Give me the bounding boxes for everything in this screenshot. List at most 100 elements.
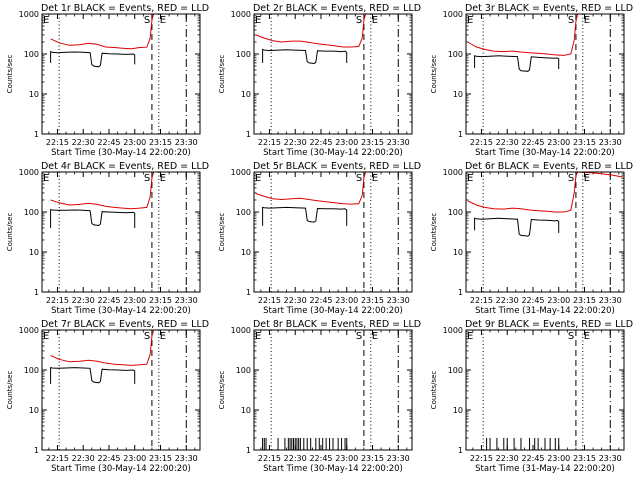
x-axis-label: Start Time (31-May-14 22:00:20)	[475, 464, 615, 474]
y-axis-label: Counts/sec	[218, 55, 226, 94]
y-tick-label: 1000	[443, 168, 463, 177]
y-tick-label: 1000	[19, 168, 39, 177]
chart-panel-5: Det 5r BLACK = Events, RED = LLD Counts/s…	[218, 161, 421, 316]
series-line-lld	[255, 14, 367, 48]
series-group	[467, 14, 579, 72]
series-group	[255, 172, 367, 226]
x-tick-label: 22:45	[97, 138, 120, 147]
x-axis-label: Start Time (31-May-14 22:00:20)	[475, 306, 615, 316]
event-marker-label: E	[467, 331, 473, 342]
x-tick-label: 22:15	[258, 454, 281, 463]
series-line-lld	[467, 172, 623, 213]
chart-title: Det 4r BLACK = Events, RED = LLD	[41, 161, 209, 172]
x-tick-label: 22:30	[72, 454, 95, 463]
y-axis-label: Counts/sec	[6, 213, 14, 252]
event-marker-label: S	[144, 173, 150, 184]
series-line-lld	[50, 172, 155, 210]
y-axis-label: Counts/sec	[218, 213, 226, 252]
event-marker-label: S	[356, 15, 362, 26]
plot-frame	[253, 171, 413, 293]
x-tick-label: 22:15	[258, 296, 281, 305]
y-axis-label: Counts/sec	[430, 213, 438, 252]
y-tick-label: 1000	[231, 326, 251, 335]
y-tick-label: 10	[453, 248, 463, 257]
y-tick-label: 100	[24, 50, 39, 59]
y-tick-label: 10	[29, 406, 39, 415]
x-tick-label: 23:30	[175, 296, 198, 305]
y-tick-label: 1000	[231, 168, 251, 177]
y-tick-label: 10	[29, 248, 39, 257]
y-axis-label: Counts/sec	[6, 371, 14, 410]
chart-title: Det 5r BLACK = Events, RED = LLD	[253, 161, 421, 172]
x-tick-label: 22:15	[46, 454, 69, 463]
plot-frame	[253, 13, 413, 135]
chart-panel-1: Det 1r BLACK = Events, RED = LLD Counts/s…	[6, 3, 209, 158]
y-tick-label: 1000	[19, 326, 39, 335]
y-tick-label: 10	[241, 248, 251, 257]
chart-title: Det 7r BLACK = Events, RED = LLD	[41, 319, 209, 330]
event-marker-label: E	[255, 15, 261, 26]
x-tick-label: 23:00	[123, 454, 146, 463]
x-tick-label: 22:30	[72, 296, 95, 305]
chart-panel-4: Det 4r BLACK = Events, RED = LLD Counts/s…	[6, 161, 209, 316]
series-line-events	[50, 366, 136, 384]
y-tick-label: 1	[458, 288, 463, 297]
y-tick-label: 10	[453, 406, 463, 415]
x-tick-label: 22:15	[470, 138, 493, 147]
chart-panel-7: Det 7r BLACK = Events, RED = LLD Counts/s…	[6, 319, 209, 474]
x-tick-label: 23:15	[149, 454, 172, 463]
x-tick-label: 23:15	[149, 138, 172, 147]
event-marker-label: E	[467, 15, 473, 26]
y-tick-label: 10	[241, 406, 251, 415]
x-tick-label: 22:30	[72, 138, 95, 147]
x-tick-label: 22:45	[521, 138, 544, 147]
x-tick-label: 22:30	[496, 138, 519, 147]
y-tick-label: 1	[34, 446, 39, 455]
y-tick-label: 1000	[443, 326, 463, 335]
x-tick-label: 22:45	[309, 454, 332, 463]
plot-frame	[253, 329, 413, 451]
x-tick-label: 22:15	[46, 296, 69, 305]
y-tick-label: 100	[448, 366, 463, 375]
event-marker-label: E	[372, 173, 378, 184]
series-line-lld	[467, 14, 579, 56]
event-marker-label: S	[356, 173, 362, 184]
plot-frame	[41, 13, 201, 135]
series-line-events	[50, 208, 136, 228]
x-tick-label: 23:00	[547, 454, 570, 463]
x-tick-label: 22:45	[521, 296, 544, 305]
series-line-lld	[255, 172, 367, 205]
y-tick-label: 1	[458, 130, 463, 139]
y-tick-label: 1	[246, 130, 251, 139]
event-marker-label: S	[568, 173, 574, 184]
x-axis-label: Start Time (30-May-14 22:00:20)	[51, 464, 191, 474]
series-group	[486, 437, 560, 450]
x-tick-label: 23:00	[335, 138, 358, 147]
event-marker-label: E	[255, 331, 261, 342]
x-tick-label: 22:30	[496, 454, 519, 463]
y-tick-label: 100	[448, 50, 463, 59]
event-marker-label: S	[568, 331, 574, 342]
y-tick-label: 10	[241, 90, 251, 99]
x-axis-label: Start Time (30-May-14 22:00:20)	[263, 148, 403, 158]
chart-panel-9: Det 9r BLACK = Events, RED = LLD Counts/s…	[430, 319, 633, 474]
plot-frame	[41, 171, 201, 293]
series-line-events	[262, 48, 348, 65]
x-axis-label: Start Time (30-May-14 22:00:20)	[51, 306, 191, 316]
y-tick-label: 1	[246, 288, 251, 297]
x-tick-label: 23:15	[573, 296, 596, 305]
y-axis-label: Counts/sec	[430, 55, 438, 94]
event-marker-label: E	[160, 15, 166, 26]
x-tick-label: 22:15	[46, 138, 69, 147]
x-tick-label: 22:45	[309, 138, 332, 147]
x-tick-label: 23:15	[573, 138, 596, 147]
y-tick-label: 1000	[19, 10, 39, 19]
event-marker-label: E	[43, 331, 49, 342]
x-tick-label: 23:30	[599, 296, 622, 305]
y-tick-label: 1	[34, 130, 39, 139]
series-group	[467, 172, 623, 237]
plot-frame	[465, 171, 625, 293]
chart-title: Det 9r BLACK = Events, RED = LLD	[465, 319, 633, 330]
event-marker-label: E	[584, 15, 590, 26]
